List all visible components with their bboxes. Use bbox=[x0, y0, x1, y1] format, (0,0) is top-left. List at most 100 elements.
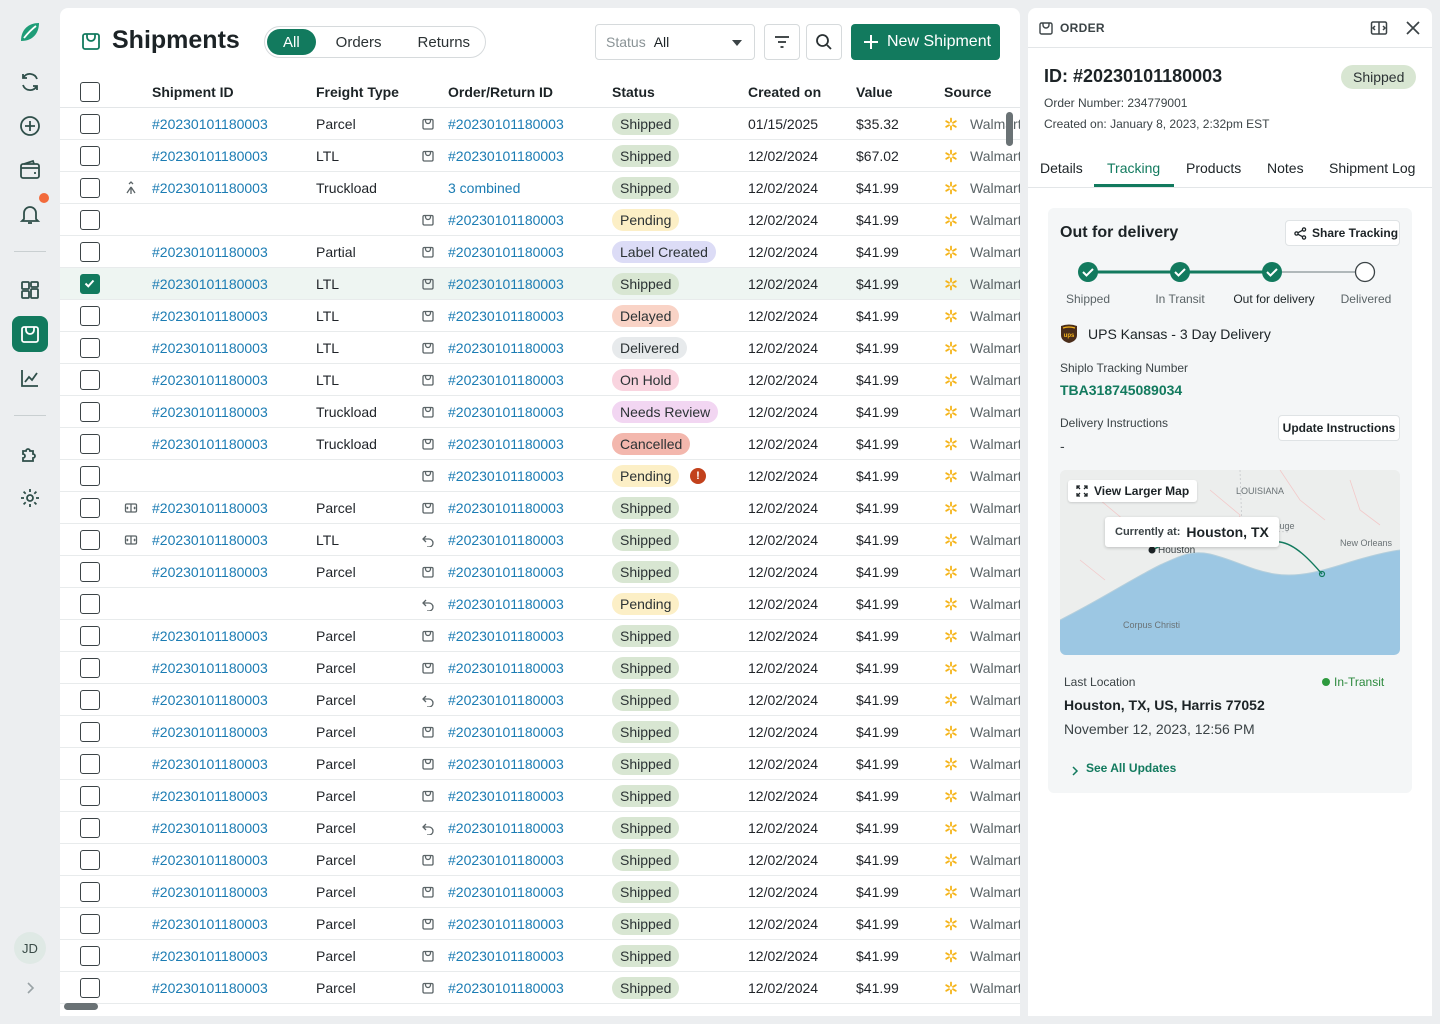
app-logo-icon[interactable] bbox=[14, 16, 46, 48]
row-checkbox[interactable] bbox=[80, 114, 100, 134]
col-freight-type[interactable]: Freight Type bbox=[316, 84, 399, 100]
col-shipment-id[interactable]: Shipment ID bbox=[152, 84, 234, 100]
row-checkbox[interactable] bbox=[80, 882, 100, 902]
order-return-id-link[interactable]: #20230101180003 bbox=[448, 788, 564, 804]
segment-all[interactable]: All bbox=[267, 29, 316, 55]
order-return-id-link[interactable]: #20230101180003 bbox=[448, 532, 564, 548]
update-instructions-button[interactable]: Update Instructions bbox=[1278, 415, 1400, 441]
row-checkbox[interactable] bbox=[80, 690, 100, 710]
table-row[interactable]: #20230101180003 Parcel #20230101180003 Ship… bbox=[60, 492, 1020, 524]
expand-rail-chevron-icon[interactable] bbox=[22, 978, 38, 998]
shipment-id-link[interactable]: #20230101180003 bbox=[152, 660, 268, 676]
shipment-id-link[interactable]: #20230101180003 bbox=[152, 148, 268, 164]
tab-tracking[interactable]: Tracking bbox=[1107, 160, 1161, 176]
order-return-id-link[interactable]: #20230101180003 bbox=[448, 212, 564, 228]
shipment-id-link[interactable]: #20230101180003 bbox=[152, 116, 268, 132]
row-checkbox[interactable] bbox=[80, 274, 100, 294]
row-checkbox[interactable] bbox=[80, 818, 100, 838]
row-checkbox[interactable] bbox=[80, 338, 100, 358]
tracking-number-link[interactable]: TBA318745089034 bbox=[1060, 382, 1183, 398]
row-checkbox[interactable] bbox=[80, 210, 100, 230]
col-created-on[interactable]: Created on bbox=[748, 84, 822, 100]
settings-gear-icon[interactable] bbox=[14, 482, 46, 514]
filter-button[interactable] bbox=[764, 24, 800, 60]
row-checkbox[interactable] bbox=[80, 402, 100, 422]
new-shipment-button[interactable]: New Shipment bbox=[851, 24, 1000, 60]
shipment-id-link[interactable]: #20230101180003 bbox=[152, 180, 268, 196]
row-checkbox[interactable] bbox=[80, 146, 100, 166]
tab-notes[interactable]: Notes bbox=[1267, 160, 1304, 176]
warning-icon[interactable]: ! bbox=[690, 468, 706, 484]
order-return-id-link[interactable]: #20230101180003 bbox=[448, 468, 564, 484]
order-return-id-link[interactable]: #20230101180003 bbox=[448, 948, 564, 964]
table-row[interactable]: #20230101180003 Parcel #20230101180003 Ship… bbox=[60, 108, 1020, 140]
shipment-id-link[interactable]: #20230101180003 bbox=[152, 436, 268, 452]
shipments-bag-icon[interactable] bbox=[12, 316, 48, 352]
vertical-scrollbar[interactable] bbox=[1006, 112, 1013, 146]
shipment-id-link[interactable]: #20230101180003 bbox=[152, 244, 268, 260]
order-return-id-link[interactable]: #20230101180003 bbox=[448, 148, 564, 164]
col-source[interactable]: Source bbox=[944, 84, 992, 100]
table-row[interactable]: #20230101180003 Parcel #20230101180003 Ship… bbox=[60, 652, 1020, 684]
table-row[interactable]: #20230101180003 Truckload #20230101180003 C… bbox=[60, 428, 1020, 460]
order-return-id-link[interactable]: #20230101180003 bbox=[448, 308, 564, 324]
order-return-id-link[interactable]: #20230101180003 bbox=[448, 596, 564, 612]
table-row[interactable]: #20230101180003 LTL #20230101180003 Deliver… bbox=[60, 332, 1020, 364]
row-checkbox[interactable] bbox=[80, 178, 100, 198]
order-return-id-link[interactable]: #20230101180003 bbox=[448, 628, 564, 644]
row-checkbox[interactable] bbox=[80, 370, 100, 390]
row-checkbox[interactable] bbox=[80, 498, 100, 518]
table-row[interactable]: #20230101180003 Partial #20230101180003 Lab… bbox=[60, 236, 1020, 268]
split-view-icon[interactable] bbox=[1370, 20, 1388, 36]
table-row[interactable]: #20230101180003 LTL #20230101180003 Delayed… bbox=[60, 300, 1020, 332]
row-checkbox[interactable] bbox=[80, 306, 100, 326]
shipment-id-link[interactable]: #20230101180003 bbox=[152, 404, 268, 420]
notifications-icon[interactable] bbox=[14, 198, 46, 230]
col-order-return-id[interactable]: Order/Return ID bbox=[448, 84, 554, 100]
col-status[interactable]: Status bbox=[612, 84, 655, 100]
row-checkbox[interactable] bbox=[80, 786, 100, 806]
shipment-id-link[interactable]: #20230101180003 bbox=[152, 980, 268, 996]
row-checkbox[interactable] bbox=[80, 530, 100, 550]
order-return-id-link[interactable]: #20230101180003 bbox=[448, 436, 564, 452]
order-return-id-link[interactable]: #20230101180003 bbox=[448, 500, 564, 516]
wallet-icon[interactable] bbox=[14, 154, 46, 186]
order-return-id-link[interactable]: #20230101180003 bbox=[448, 852, 564, 868]
table-row[interactable]: #20230101180003 LTL #20230101180003 Shipped… bbox=[60, 140, 1020, 172]
order-return-id-link[interactable]: #20230101180003 bbox=[448, 916, 564, 932]
table-row[interactable]: #20230101180003 Parcel #20230101180003 Ship… bbox=[60, 748, 1020, 780]
horizontal-scrollbar[interactable] bbox=[64, 1003, 98, 1010]
status-filter-select[interactable]: Status All bbox=[595, 24, 755, 60]
row-checkbox[interactable] bbox=[80, 434, 100, 454]
order-return-id-link[interactable]: #20230101180003 bbox=[448, 884, 564, 900]
table-row[interactable]: #20230101180003 Parcel #20230101180003 Ship… bbox=[60, 556, 1020, 588]
shipment-id-link[interactable]: #20230101180003 bbox=[152, 628, 268, 644]
col-value[interactable]: Value bbox=[856, 84, 893, 100]
table-row[interactable]: #20230101180003 Parcel #20230101180003 Ship… bbox=[60, 844, 1020, 876]
table-row[interactable]: #20230101180003 Truckload 3 combined Shippe… bbox=[60, 172, 1020, 204]
shipment-id-link[interactable]: #20230101180003 bbox=[152, 340, 268, 356]
order-return-id-link[interactable]: #20230101180003 bbox=[448, 244, 564, 260]
segment-returns[interactable]: Returns bbox=[417, 33, 471, 51]
order-return-id-link[interactable]: #20230101180003 bbox=[448, 820, 564, 836]
shipment-id-link[interactable]: #20230101180003 bbox=[152, 884, 268, 900]
user-avatar[interactable]: JD bbox=[14, 932, 46, 964]
view-larger-map-button[interactable]: View Larger Map bbox=[1068, 480, 1198, 502]
row-checkbox[interactable] bbox=[80, 722, 100, 742]
table-row[interactable]: #20230101180003 Pending! 12/02/2024 $41.99 W… bbox=[60, 460, 1020, 492]
row-checkbox[interactable] bbox=[80, 754, 100, 774]
row-checkbox[interactable] bbox=[80, 466, 100, 486]
table-row[interactable]: #20230101180003 Parcel #20230101180003 Ship… bbox=[60, 812, 1020, 844]
shipment-id-link[interactable]: #20230101180003 bbox=[152, 564, 268, 580]
table-row[interactable]: #20230101180003 LTL #20230101180003 On Hold… bbox=[60, 364, 1020, 396]
shipment-id-link[interactable]: #20230101180003 bbox=[152, 276, 268, 292]
row-checkbox[interactable] bbox=[80, 850, 100, 870]
shipment-id-link[interactable]: #20230101180003 bbox=[152, 756, 268, 772]
tracking-map[interactable]: LOUISIANA ton Rouge New Orleans Houston … bbox=[1060, 470, 1400, 655]
row-checkbox[interactable] bbox=[80, 978, 100, 998]
order-return-id-link[interactable]: #20230101180003 bbox=[448, 564, 564, 580]
see-all-updates-link[interactable]: See All Updates bbox=[1086, 761, 1177, 775]
row-checkbox[interactable] bbox=[80, 946, 100, 966]
shipment-id-link[interactable]: #20230101180003 bbox=[152, 788, 268, 804]
row-checkbox[interactable] bbox=[80, 914, 100, 934]
